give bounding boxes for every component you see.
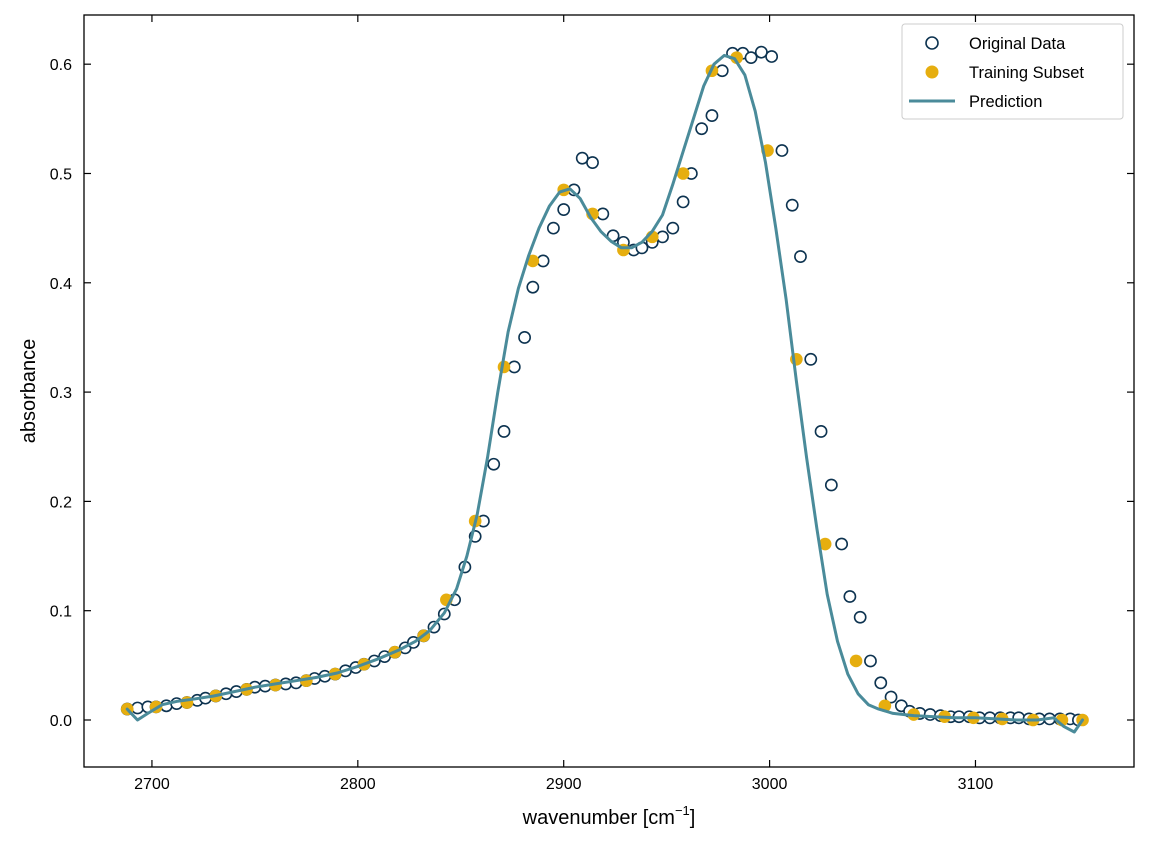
original-data-point	[853, 610, 867, 624]
original-data-point	[596, 207, 610, 221]
x-tick-label: 3000	[752, 776, 788, 793]
original-data-point	[497, 425, 511, 438]
original-data-point	[923, 708, 937, 721]
original-data-point	[547, 221, 560, 235]
original-data-point	[804, 352, 818, 366]
original-data-point	[666, 221, 680, 235]
training-subset-point	[526, 254, 540, 268]
original-data-point	[536, 254, 550, 268]
legend-label-original-data: Original Data	[969, 35, 1066, 53]
axes-layer: 2700 2800 2900 3000 3100 0.0 0.1 0.2 0.3 0.4 0.5 0.…	[50, 15, 1134, 793]
original-data-point	[794, 250, 807, 263]
legend: Original Data Training Subset Prediction	[901, 23, 1124, 120]
legend-marker-original-data	[925, 36, 939, 50]
original-data-point	[518, 331, 531, 344]
original-data-point	[835, 537, 849, 551]
original-data-point	[507, 360, 521, 374]
x-axis-label-superscript: −1	[675, 803, 690, 818]
y-tick-label: 0.5	[50, 166, 72, 183]
legend-label-prediction: Prediction	[969, 93, 1042, 111]
y-tick-label: 0.3	[50, 385, 72, 402]
original-data-point	[843, 590, 857, 603]
y-tick-label: 0.4	[50, 276, 72, 293]
original-data-point	[824, 478, 838, 492]
x-axis-label-suffix: ]	[690, 807, 696, 829]
original-data-point	[754, 45, 768, 59]
x-tick-label: 2900	[546, 776, 582, 793]
y-axis-label: absorbance	[18, 339, 40, 444]
original-data-point	[1012, 711, 1026, 725]
original-data-point	[785, 198, 799, 212]
original-data-point	[884, 690, 898, 704]
original-data-point	[557, 203, 571, 216]
legend-marker-training-subset	[925, 65, 939, 79]
original-data-point	[695, 122, 709, 136]
original-data-point	[705, 109, 719, 122]
training-subset-point	[730, 51, 743, 64]
y-tick-label: 0.6	[50, 57, 72, 74]
y-tick-label: 0.2	[50, 494, 72, 511]
original-data-point	[715, 64, 729, 78]
original-data-point	[575, 151, 589, 165]
original-data-point	[864, 654, 877, 668]
y-tick-label: 0.0	[50, 713, 72, 730]
original-data-point	[526, 280, 540, 294]
original-data-point	[814, 425, 828, 438]
original-data-point	[765, 50, 779, 63]
original-data-point	[586, 156, 599, 169]
legend-label-training-subset: Training Subset	[969, 64, 1084, 82]
original-data-point	[676, 195, 690, 209]
original-data-point	[775, 144, 789, 157]
original-data-point	[874, 676, 888, 690]
x-tick-label: 2800	[340, 776, 376, 793]
training-subset-point	[676, 167, 690, 180]
x-axis-label: wavenumber [cm−1]	[522, 803, 696, 829]
series-layer	[120, 45, 1089, 734]
training-subset-point	[818, 537, 832, 551]
plot-frame	[83, 14, 1135, 768]
x-axis-label-main: wavenumber [cm	[522, 807, 675, 829]
original-data-point	[656, 230, 669, 244]
prediction-line	[125, 53, 1084, 734]
legend-box	[901, 23, 1124, 120]
x-tick-label: 2700	[134, 776, 170, 793]
original-data-point	[487, 457, 501, 471]
original-data-point	[131, 701, 144, 715]
original-data-point	[744, 51, 758, 65]
training-subset-point	[849, 654, 863, 668]
x-tick-label: 3100	[958, 776, 994, 793]
y-tick-label: 0.1	[50, 604, 72, 621]
